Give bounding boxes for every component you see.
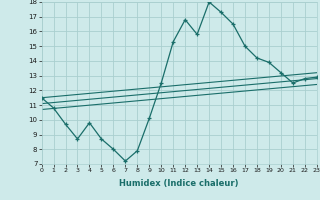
X-axis label: Humidex (Indice chaleur): Humidex (Indice chaleur) [119,179,239,188]
